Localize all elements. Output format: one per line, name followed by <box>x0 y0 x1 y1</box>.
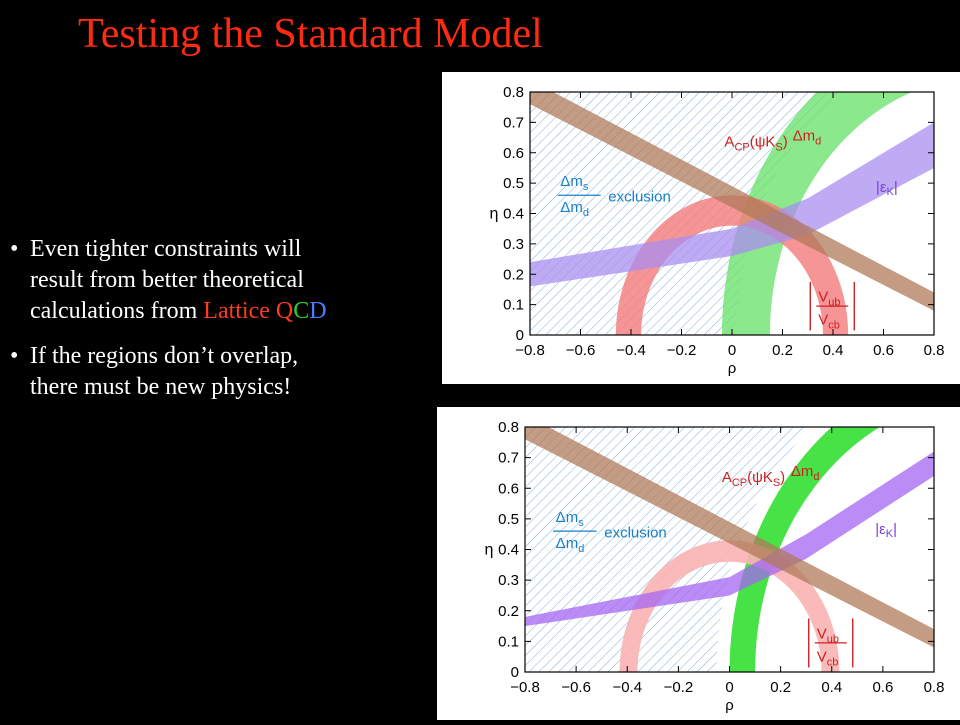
dms-den-main: Δm <box>556 535 579 552</box>
y-tick-label: 0.7 <box>498 450 519 467</box>
y-tick-label: 0.2 <box>498 603 519 620</box>
dms-den-sub: d <box>583 207 589 219</box>
acp-label-argsub: S <box>773 477 780 489</box>
y-tick-label: 0.2 <box>503 266 524 283</box>
x-tick-label: 0.4 <box>823 342 844 359</box>
acp-label-arg: (ψK <box>750 134 776 151</box>
exclusion-label: exclusion <box>604 524 667 541</box>
y-tick-label: 0.8 <box>498 419 519 436</box>
acp-label-sub: CP <box>732 477 747 489</box>
x-axis-label: ρ <box>725 697 734 714</box>
rho-eta-plot-current: −0.8 −0.6 −0.4 −0.2 0 0.2 0.4 0.6 0.8 0 0.1 0.2 0.3 0… <box>442 72 960 384</box>
epsk-label-main: |ε <box>875 521 886 538</box>
x-axis-label: ρ <box>728 360 737 377</box>
qcd-letter-d: D <box>309 298 326 324</box>
acp-label-arg: (ψK <box>747 469 773 486</box>
x-tick-label: 0 <box>728 342 736 359</box>
dms-num-main: Δm <box>560 173 583 190</box>
acp-label-sub: CP <box>734 142 749 154</box>
x-tick-label: −0.2 <box>667 342 697 359</box>
acp-label-main: A <box>722 469 732 486</box>
x-tick-label: −0.4 <box>612 679 642 696</box>
bullet-dot: • <box>10 234 18 265</box>
dmd-label-main: Δm <box>791 463 814 480</box>
dms-num-sub: s <box>583 181 589 193</box>
vcb-label-sub: cb <box>828 319 840 331</box>
slide-title: Testing the Standard Model <box>78 10 543 58</box>
bullet-dot: • <box>10 341 18 372</box>
exclusion-label: exclusion <box>608 188 671 205</box>
dms-num-sub: s <box>578 517 584 529</box>
acp-label-argsub: S <box>775 142 782 154</box>
x-tick-label: −0.8 <box>510 679 540 696</box>
y-tick-label: 0.6 <box>498 480 519 497</box>
y-tick-label: 0.4 <box>503 206 524 223</box>
dms-num-main: Δm <box>556 509 579 526</box>
qcd-letter-q: Q <box>276 298 293 324</box>
x-tick-label: 0.2 <box>772 342 793 359</box>
x-tick-label: 0.6 <box>873 342 894 359</box>
dmd-label-sub: d <box>813 471 819 483</box>
lattice-word: Lattice <box>203 298 276 324</box>
acp-label-main: A <box>724 134 734 151</box>
bullet-list: • Even tighter constraints will result f… <box>10 234 340 417</box>
epsk-label-main: |ε <box>876 179 887 196</box>
bullet-text: If the regions don’t overlap, there must… <box>30 343 298 400</box>
epsk-label-close: | <box>893 521 897 538</box>
x-tick-label: −0.6 <box>561 679 591 696</box>
y-tick-label: 0.1 <box>498 633 519 650</box>
dms-den-sub: d <box>578 543 584 555</box>
dmd-label-main: Δm <box>793 128 816 145</box>
x-tick-label: −0.8 <box>515 342 545 359</box>
vub-label-sub: ub <box>827 633 839 645</box>
y-tick-label: 0.1 <box>503 297 524 314</box>
y-tick-label: 0.8 <box>503 84 524 101</box>
qcd-letter-c: C <box>293 298 309 324</box>
vcb-label-main: V <box>818 311 828 328</box>
x-tick-label: 0.6 <box>872 679 893 696</box>
epsk-label-close: | <box>894 179 898 196</box>
vub-label-sub: ub <box>828 297 840 309</box>
vcb-label-main: V <box>817 648 827 665</box>
x-tick-label: −0.4 <box>616 342 646 359</box>
y-tick-label: 0 <box>516 327 524 344</box>
y-tick-label: 0.6 <box>503 145 524 162</box>
acp-label-close: ) <box>783 134 788 151</box>
acp-label-close: ) <box>780 469 785 486</box>
x-tick-label: 0.8 <box>924 342 945 359</box>
vcb-label-sub: cb <box>827 656 839 668</box>
x-tick-label: −0.2 <box>664 679 694 696</box>
y-tick-label: 0.5 <box>503 175 524 192</box>
y-tick-label: 0.3 <box>503 236 524 253</box>
x-tick-label: 0.2 <box>770 679 791 696</box>
y-tick-label: 0.3 <box>498 572 519 589</box>
y-tick-label: 0.7 <box>503 114 524 131</box>
plot-svg: −0.8 −0.6 −0.4 −0.2 0 0.2 0.4 0.6 0.8 0 0.1 0.2 0.3 0… <box>437 407 960 720</box>
vub-label-main: V <box>818 289 828 306</box>
dms-den-main: Δm <box>560 199 583 216</box>
y-axis-label: η <box>490 206 499 223</box>
y-tick-label: 0.5 <box>498 511 519 528</box>
x-tick-label: 0 <box>725 679 733 696</box>
x-tick-label: −0.6 <box>566 342 596 359</box>
vub-label-main: V <box>817 625 827 642</box>
x-tick-label: 0.4 <box>821 679 842 696</box>
y-axis-label: η <box>485 542 494 559</box>
bullet-item-lattice: • Even tighter constraints will result f… <box>10 234 340 327</box>
dmd-label-sub: d <box>815 136 821 148</box>
plot-svg: −0.8 −0.6 −0.4 −0.2 0 0.2 0.4 0.6 0.8 0 0.1 0.2 0.3 0… <box>442 72 960 384</box>
bullet-item-new-physics: • If the regions don’t overlap, there mu… <box>10 341 340 403</box>
rho-eta-plot-future: −0.8 −0.6 −0.4 −0.2 0 0.2 0.4 0.6 0.8 0 0.1 0.2 0.3 0… <box>437 407 960 720</box>
y-tick-label: 0 <box>511 664 519 681</box>
x-tick-label: 0.8 <box>924 679 945 696</box>
y-tick-label: 0.4 <box>498 542 519 559</box>
